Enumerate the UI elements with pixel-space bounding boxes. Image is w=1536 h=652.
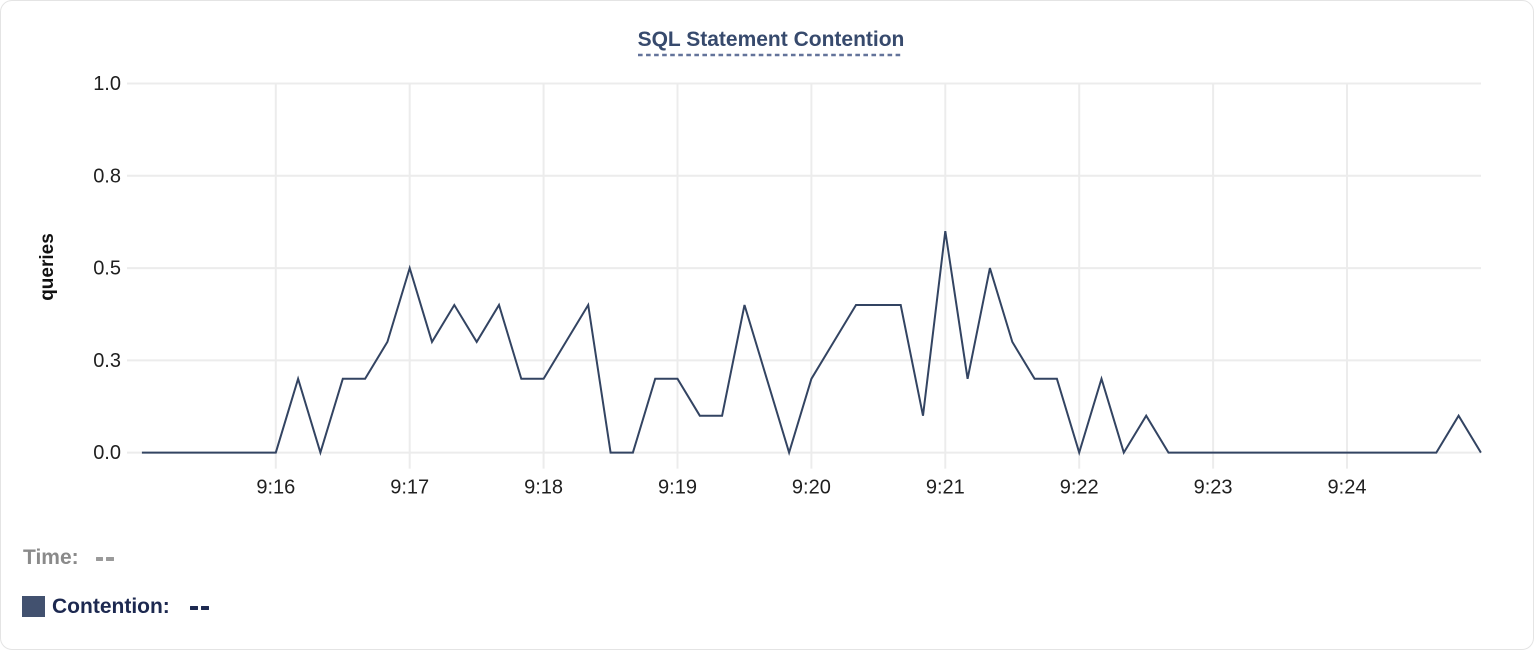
svg-text:9:24: 9:24 [1328,477,1367,499]
svg-text:9:22: 9:22 [1060,477,1099,499]
svg-text:9:23: 9:23 [1194,477,1233,499]
svg-text:0.3: 0.3 [93,350,121,372]
svg-text:1.0: 1.0 [93,73,121,95]
svg-text:9:20: 9:20 [792,477,831,499]
svg-text:9:21: 9:21 [926,477,965,499]
svg-text:0.0: 0.0 [93,442,121,464]
svg-text:0.8: 0.8 [93,165,121,187]
svg-text:9:16: 9:16 [256,477,295,499]
svg-text:9:19: 9:19 [658,477,697,499]
svg-text:9:18: 9:18 [524,477,563,499]
svg-text:0.5: 0.5 [93,258,121,280]
svg-text:9:17: 9:17 [390,477,429,499]
